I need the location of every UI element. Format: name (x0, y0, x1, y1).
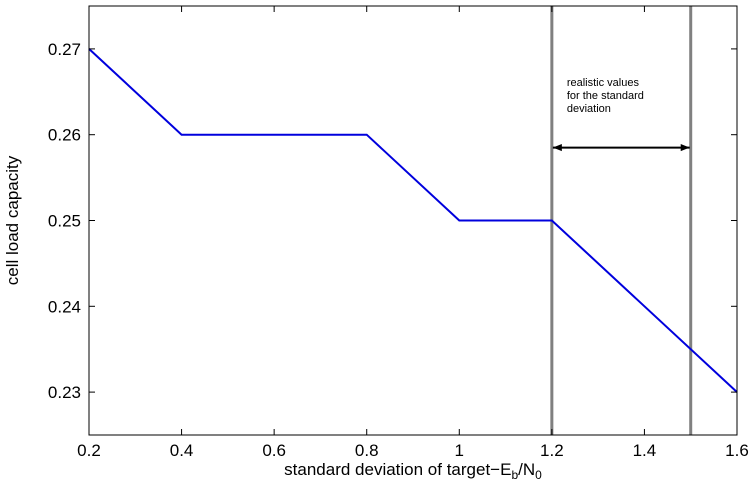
x-tick-label: 0.4 (170, 441, 194, 460)
x-axis-label: standard deviation of target−Eb/N0 (284, 460, 542, 482)
annotation: realistic values for the standard deviat… (552, 77, 690, 152)
y-tick-label: 0.27 (48, 40, 81, 59)
y-tick-label: 0.26 (48, 126, 81, 145)
y-axis-label: cell load capacity (3, 155, 22, 285)
x-axis-label-sub1: b (511, 468, 518, 482)
x-tick-label: 1.4 (633, 441, 657, 460)
vertical-marker-lines (550, 6, 693, 435)
plot-frame (88, 5, 738, 436)
x-tick-label: 0.8 (355, 441, 379, 460)
y-axis-ticks: 0.23 0.24 0.25 0.26 0.27 (48, 40, 737, 402)
x-axis-label-main: standard deviation of target−E (284, 460, 511, 479)
x-tick-label: 1.6 (725, 441, 749, 460)
annotation-line-3: deviation (567, 103, 611, 115)
annotation-line-1: realistic values (567, 77, 640, 89)
series-line (88, 48, 738, 393)
x-tick-label: 0.6 (262, 441, 286, 460)
x-axis-label-mid: /N (518, 460, 535, 479)
x-tick-label: 1 (455, 441, 464, 460)
x-axis-label-sub2: 0 (535, 468, 542, 482)
y-tick-label: 0.25 (48, 212, 81, 231)
x-axis-ticks: 0.2 0.4 0.6 0.8 1 1.2 1.4 1.6 (77, 6, 749, 460)
y-tick-label: 0.24 (48, 297, 81, 316)
y-tick-label: 0.23 (48, 383, 81, 402)
x-tick-label: 0.2 (77, 441, 101, 460)
annotation-line-2: for the standard (567, 90, 644, 102)
x-tick-label: 1.2 (540, 441, 564, 460)
